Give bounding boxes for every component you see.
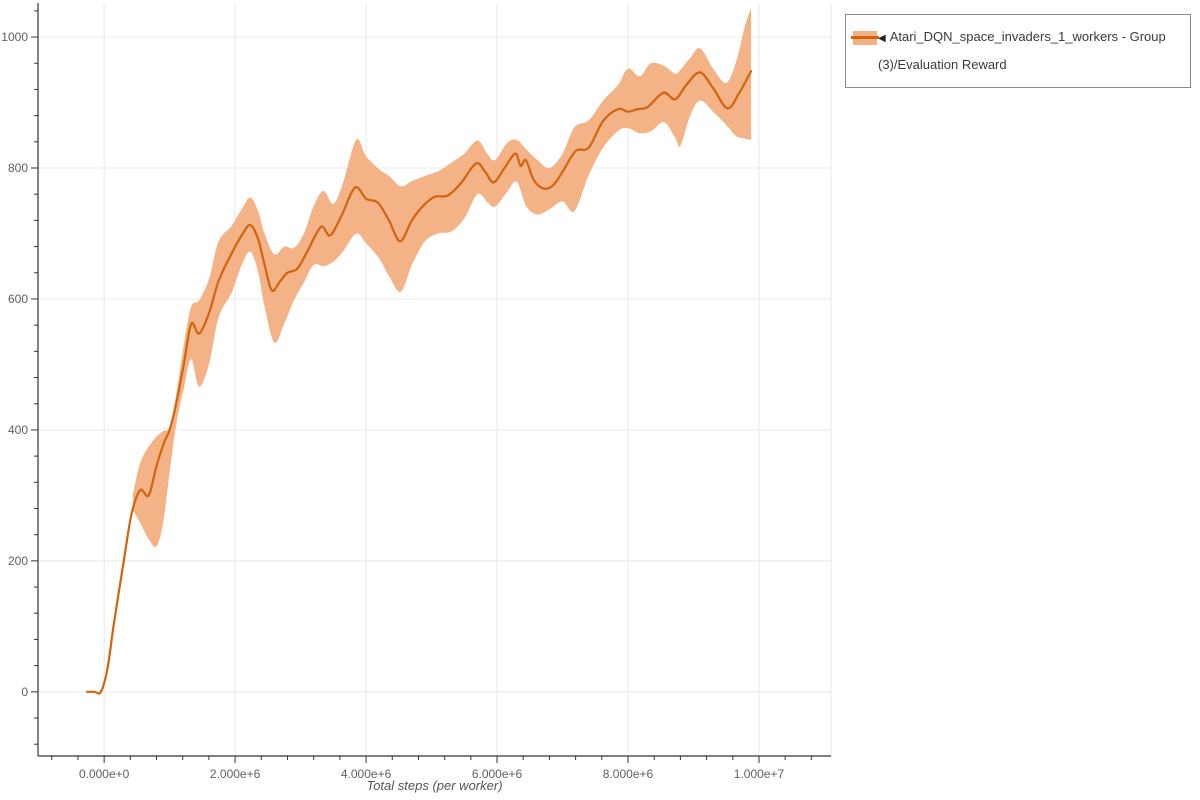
y-tick-label: 200 — [8, 554, 28, 568]
confidence-band — [132, 7, 752, 548]
legend-line-icon — [851, 36, 879, 39]
legend-series-label: Atari_DQN_space_invaders_1_workers - Gro… — [878, 29, 1166, 72]
y-tick-label: 400 — [8, 423, 28, 437]
legend-band-swatch-icon — [851, 31, 879, 45]
x-tick-label: 1.000e+7 — [734, 767, 785, 781]
y-tick-label: 600 — [8, 292, 28, 306]
x-tick-label: 8.000e+6 — [603, 767, 654, 781]
legend-collapse-icon[interactable]: ◀ — [878, 33, 886, 44]
y-tick-label: 0 — [21, 685, 28, 699]
y-tick-label: 1000 — [1, 30, 28, 44]
x-axis-title: Total steps (per worker) — [366, 778, 503, 793]
legend-entry: ◀ Atari_DQN_space_invaders_1_workers - Gr… — [878, 24, 1180, 78]
y-tick-label: 800 — [8, 161, 28, 175]
x-tick-label: 4.000e+6 — [341, 767, 392, 781]
x-tick-label: 0.000e+0 — [79, 767, 130, 781]
x-tick-label: 6.000e+6 — [472, 767, 523, 781]
legend[interactable]: ◀ Atari_DQN_space_invaders_1_workers - Gr… — [845, 14, 1191, 88]
x-tick-label: 2.000e+6 — [210, 767, 261, 781]
mean-reward-line — [86, 70, 753, 695]
